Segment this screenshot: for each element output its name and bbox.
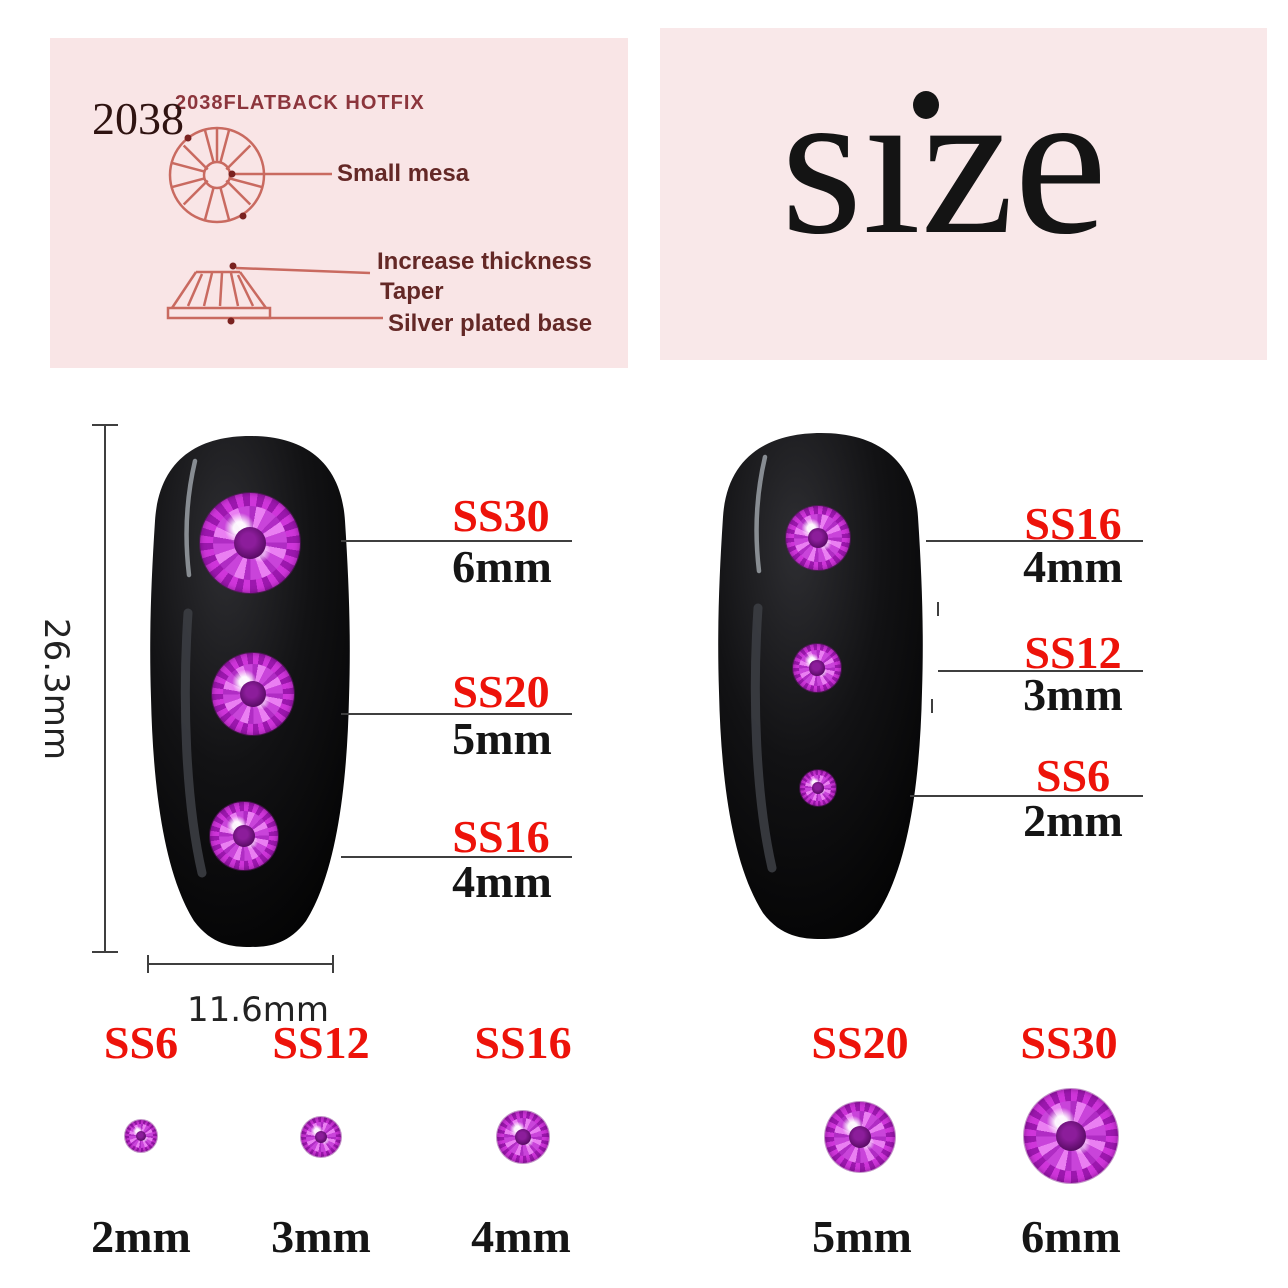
- taper-label: Taper: [380, 278, 444, 305]
- increase-thickness-label: Increase thickness: [377, 248, 592, 275]
- nail-gloss-soft: [750, 603, 777, 873]
- size-row-mm: 4mm: [471, 1211, 571, 1262]
- callout-mm: 4mm: [1023, 541, 1123, 592]
- size-row-stone-ss20: [825, 1102, 895, 1172]
- callout-leader: [341, 856, 572, 858]
- height-dim-bottom-tick: [92, 951, 118, 953]
- size-row-stone-ss30: [1024, 1089, 1118, 1183]
- size-row-ss: SS6: [103, 1017, 179, 1068]
- nail-height-value: 26.3mm: [36, 618, 76, 760]
- callout-ss: SS12: [1024, 627, 1122, 678]
- stone-ss16-right: [786, 506, 850, 570]
- callout-ss: SS20: [452, 666, 550, 717]
- rhinestone-line-diagram: [166, 126, 383, 325]
- small-mesa-label: Small mesa: [337, 160, 470, 187]
- size-row-ss: SS12: [272, 1017, 370, 1068]
- silver-base-label: Silver plated base: [388, 310, 593, 337]
- width-dimension-line: [147, 963, 334, 965]
- size-row-ss: SS30: [1020, 1017, 1118, 1068]
- stone-ss6: [800, 770, 836, 806]
- nail-gloss-streak: [184, 458, 198, 578]
- size-row-mm: 6mm: [1021, 1211, 1121, 1262]
- size-row-mm: 5mm: [812, 1211, 912, 1262]
- callout-leader: [910, 795, 1143, 797]
- callout-ss: SS16: [452, 811, 550, 862]
- width-dim-left-tick: [147, 955, 149, 973]
- size-row-stone-ss12: [301, 1117, 341, 1157]
- size-row-ss: SS16: [474, 1017, 572, 1068]
- spec-panel: 2038FLATBACK HOTFIX 2038 Small mesa Incr…: [50, 38, 628, 368]
- height-dim-top-tick: [92, 424, 118, 426]
- size-row-stone-ss16: [497, 1111, 549, 1163]
- side-view-outline: [166, 270, 272, 320]
- callout-leader: [341, 540, 572, 542]
- i-dot: [913, 91, 939, 119]
- size-row-mm: 2mm: [91, 1211, 191, 1262]
- size-panel: sıze: [660, 28, 1267, 360]
- size-row-ss: SS20: [811, 1017, 909, 1068]
- stone-ss30: [200, 493, 300, 593]
- callout-leader: [341, 713, 572, 715]
- callout-leader: [938, 670, 1143, 672]
- thickness-leader: [235, 266, 371, 275]
- size-row-mm: 3mm: [271, 1211, 371, 1262]
- nail-width-value: 11.6mm: [187, 990, 329, 1030]
- callout-leader: [926, 540, 1143, 542]
- size-row-stone-ss6: [125, 1120, 157, 1152]
- callout-mm: 5mm: [452, 713, 552, 764]
- size-heading: sıze: [780, 46, 1108, 278]
- callout-mm: 4mm: [452, 856, 552, 907]
- nail-gloss-soft: [180, 608, 207, 878]
- top-view-facet-spokes: [171, 128, 263, 221]
- callout-ss: SS6: [1035, 750, 1111, 801]
- stone-ss16: [210, 802, 278, 870]
- stone-ss12: [793, 644, 841, 692]
- callout-mm: 6mm: [452, 541, 552, 592]
- stone-ss20: [212, 653, 294, 735]
- height-dimension-line: [104, 425, 106, 953]
- nail-gloss-streak: [754, 454, 768, 574]
- nail-edge-tick: [931, 699, 933, 713]
- callout-mm: 2mm: [1023, 795, 1123, 846]
- callout-mm: 3mm: [1023, 669, 1123, 720]
- callout-ss: SS30: [452, 490, 550, 541]
- model-number: 2038: [92, 93, 184, 144]
- spec-panel-title: 2038FLATBACK HOTFIX: [175, 92, 425, 114]
- width-dim-right-tick: [332, 955, 334, 973]
- diagram-dots: [184, 134, 247, 325]
- nail-edge-tick: [937, 602, 939, 616]
